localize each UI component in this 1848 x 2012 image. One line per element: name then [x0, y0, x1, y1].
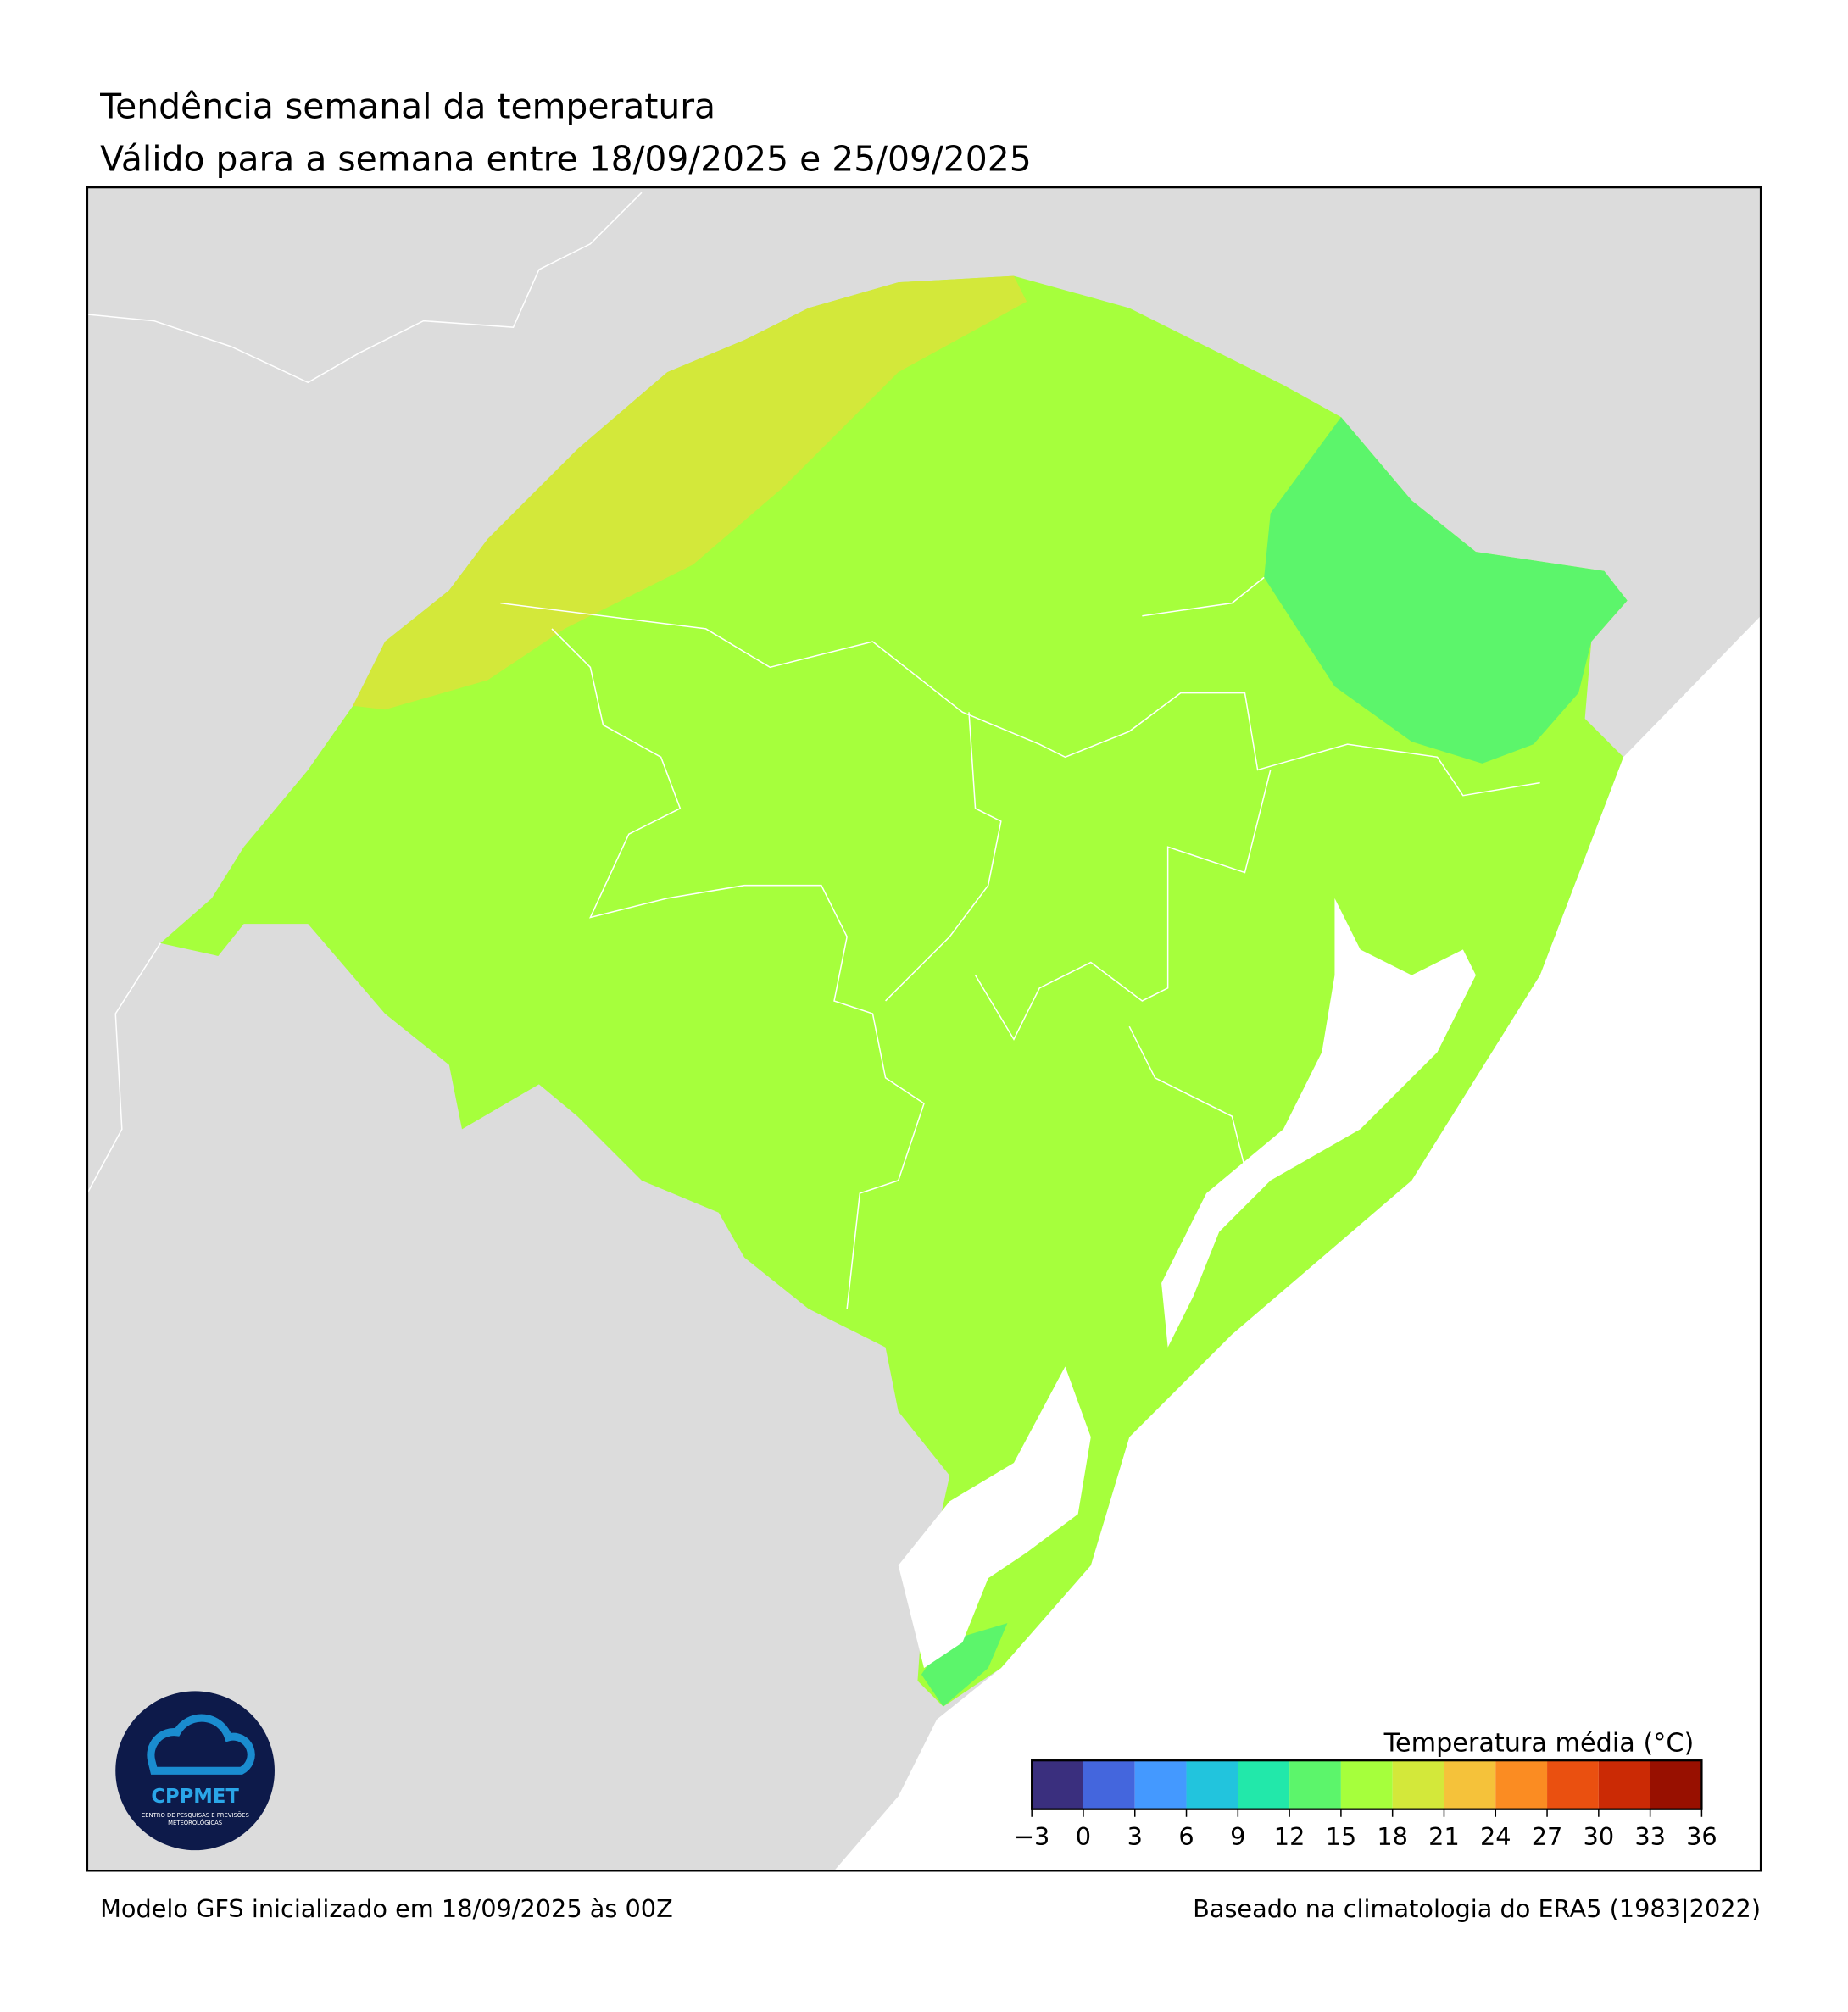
logo: CPPMET CENTRO DE PESQUISAS E PREVISÕES M…	[115, 1691, 275, 1851]
colorbar-bin	[1186, 1760, 1238, 1809]
footer-left: Modelo GFS inicializado em 18/09/2025 às…	[100, 1894, 673, 1923]
warm-zone	[353, 275, 1027, 710]
colorbar-tick-label: 0	[1076, 1822, 1091, 1851]
colorbar-bin	[1032, 1760, 1083, 1809]
colorbar-bin	[1083, 1760, 1135, 1809]
logo-tagline: CENTRO DE PESQUISAS E PREVISÕES	[141, 1811, 248, 1819]
logo-cloud	[147, 1714, 255, 1775]
logo-name: CPPMET	[151, 1786, 239, 1808]
title: Tendência semanal da temperatura	[99, 86, 715, 126]
colorbar-tick-label: 24	[1480, 1822, 1511, 1851]
lagoon	[1161, 898, 1476, 1348]
colorbar-bin	[1547, 1760, 1599, 1809]
border	[86, 942, 161, 1194]
footer-right: Baseado na climatologia do ERA5 (1983|20…	[1193, 1894, 1761, 1923]
colorbar-bin	[1134, 1760, 1187, 1809]
subtitle: Válido para a semana entre 18/09/2025 e …	[100, 138, 1032, 179]
colorbar-tick-label: 12	[1274, 1822, 1305, 1851]
ocean	[834, 615, 1762, 1871]
colorbar-tick-label: 18	[1377, 1822, 1408, 1851]
colorbar-bin	[1340, 1760, 1393, 1809]
lagoon	[898, 1366, 1091, 1669]
map-area: CPPMET CENTRO DE PESQUISAS E PREVISÕES M…	[86, 187, 1762, 1871]
colorbar-bin	[1650, 1760, 1702, 1809]
cool-zone	[1264, 417, 1628, 764]
colorbar-tick-label: 6	[1178, 1822, 1194, 1851]
colorbar-bin	[1598, 1760, 1650, 1809]
colorbar-tick-label: 9	[1230, 1822, 1245, 1851]
colorbar-bin	[1392, 1760, 1444, 1809]
map-frame	[86, 186, 1762, 1872]
colorbar: −3 0 3 6 9 12 15 18 21 24 27 30 33 36	[1014, 1759, 1717, 1851]
border	[500, 576, 1540, 1309]
colorbar-bin	[1444, 1760, 1496, 1809]
colorbar-bin	[1238, 1760, 1290, 1809]
colorbar-tick-label: 30	[1584, 1822, 1615, 1851]
colorbar-outline	[1031, 1759, 1703, 1810]
colorbar-tick-label: 21	[1428, 1822, 1460, 1851]
colorbar-tick-label: 27	[1532, 1822, 1563, 1851]
colorbar-tick-label: −3	[1014, 1822, 1049, 1851]
colorbar-tick-label: 36	[1686, 1822, 1717, 1851]
colorbar-tick-label: 33	[1634, 1822, 1666, 1851]
colorbar-bin	[1289, 1760, 1341, 1809]
border	[86, 192, 643, 384]
colorbar-bin	[1495, 1760, 1548, 1809]
colorbar-tick-label: 3	[1127, 1822, 1143, 1851]
colorbar-tick-label: 15	[1326, 1822, 1357, 1851]
legend-title: Temperatura média (°C)	[1383, 1729, 1695, 1759]
logo-tagline: METEOROLÓGICAS	[168, 1819, 222, 1826]
